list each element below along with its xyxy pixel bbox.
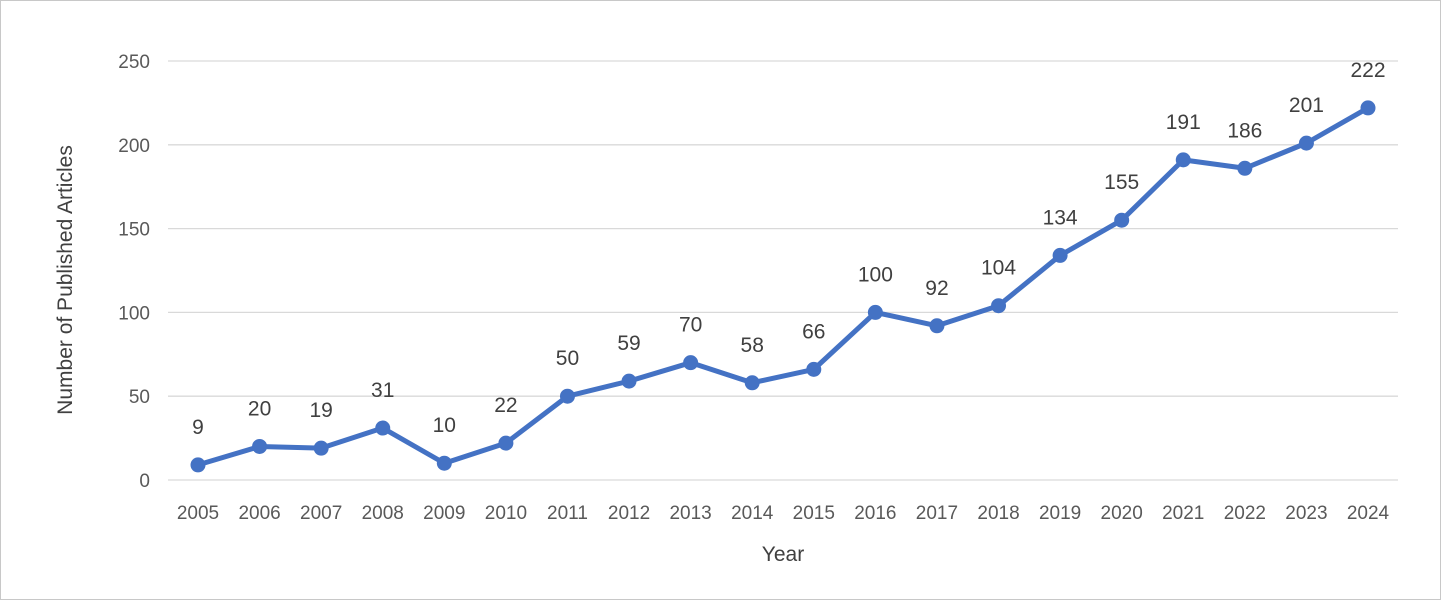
- data-point: [1237, 160, 1253, 176]
- data-label: 134: [1043, 206, 1078, 229]
- x-tick-label: 2012: [608, 503, 650, 524]
- y-axis-ticks: 0 50 100 150 200 250: [118, 52, 150, 492]
- data-label: 100: [858, 263, 893, 286]
- data-point: [375, 420, 391, 436]
- data-label: 155: [1104, 171, 1139, 194]
- gridlines: [168, 60, 1398, 481]
- x-tick-label: 2008: [362, 503, 404, 524]
- data-label: 59: [617, 332, 640, 355]
- data-point: [929, 318, 945, 334]
- x-tick-label: 2011: [547, 503, 588, 524]
- y-tick-label: 50: [129, 387, 150, 408]
- data-point: [559, 388, 575, 404]
- x-tick-label: 2024: [1347, 503, 1390, 524]
- data-point: [1114, 212, 1130, 228]
- data-label: 22: [494, 394, 517, 417]
- data-point: [806, 361, 822, 377]
- data-point: [436, 455, 452, 471]
- data-label: 31: [371, 379, 394, 402]
- data-label: 66: [802, 320, 825, 343]
- x-tick-label: 2022: [1224, 503, 1266, 524]
- x-axis-title: Year: [762, 543, 804, 566]
- x-tick-label: 2019: [1039, 503, 1081, 524]
- data-label: 10: [433, 414, 456, 437]
- data-label: 222: [1350, 59, 1385, 82]
- data-label: 50: [556, 347, 579, 370]
- x-tick-label: 2009: [423, 503, 465, 524]
- data-label: 201: [1289, 94, 1324, 117]
- data-point: [744, 375, 760, 391]
- x-tick-label: 2023: [1285, 503, 1327, 524]
- series-layer: [190, 100, 1376, 473]
- data-point: [1298, 135, 1314, 151]
- x-tick-label: 2007: [300, 503, 342, 524]
- data-labels: 9 20 19 31 10 22 50 59 70 58 66 100 92 104 134 155 191 18…: [192, 59, 1385, 439]
- data-point: [1360, 100, 1376, 116]
- data-point: [498, 435, 514, 451]
- data-label: 9: [192, 416, 204, 439]
- y-tick-label: 100: [118, 303, 150, 324]
- x-tick-label: 2013: [669, 503, 711, 524]
- data-label: 186: [1227, 119, 1262, 142]
- y-tick-label: 200: [118, 136, 150, 157]
- data-label: 92: [925, 277, 948, 300]
- y-tick-label: 0: [139, 471, 150, 492]
- data-point: [621, 373, 637, 389]
- data-point: [683, 355, 699, 371]
- x-tick-label: 2015: [793, 503, 835, 524]
- data-label: 20: [248, 397, 271, 420]
- x-tick-label: 2021: [1162, 503, 1204, 524]
- data-point: [313, 440, 329, 456]
- y-axis-title: Number of Published Articles: [54, 145, 77, 415]
- data-point: [867, 304, 883, 320]
- data-label: 58: [741, 334, 764, 357]
- x-tick-label: 2006: [238, 503, 280, 524]
- x-tick-label: 2017: [916, 503, 958, 524]
- data-label: 104: [981, 257, 1016, 280]
- data-point: [991, 298, 1007, 314]
- data-point: [1175, 152, 1191, 168]
- series-line: [195, 105, 1371, 468]
- data-point: [252, 438, 268, 454]
- x-tick-label: 2020: [1101, 503, 1143, 524]
- x-tick-label: 2010: [485, 503, 527, 524]
- y-tick-label: 250: [118, 52, 150, 73]
- data-point: [190, 457, 206, 473]
- x-tick-label: 2018: [977, 503, 1019, 524]
- y-tick-label: 150: [118, 220, 150, 241]
- x-tick-label: 2014: [731, 503, 774, 524]
- data-point: [1052, 247, 1068, 263]
- data-label: 70: [679, 314, 702, 337]
- x-axis-ticks: 2005 2006 2007 2008 2009 2010 2011 2012 2013 2014…: [177, 503, 1390, 524]
- data-label: 19: [309, 399, 332, 422]
- x-tick-label: 2005: [177, 503, 219, 524]
- data-label: 191: [1166, 111, 1201, 134]
- x-tick-label: 2016: [854, 503, 896, 524]
